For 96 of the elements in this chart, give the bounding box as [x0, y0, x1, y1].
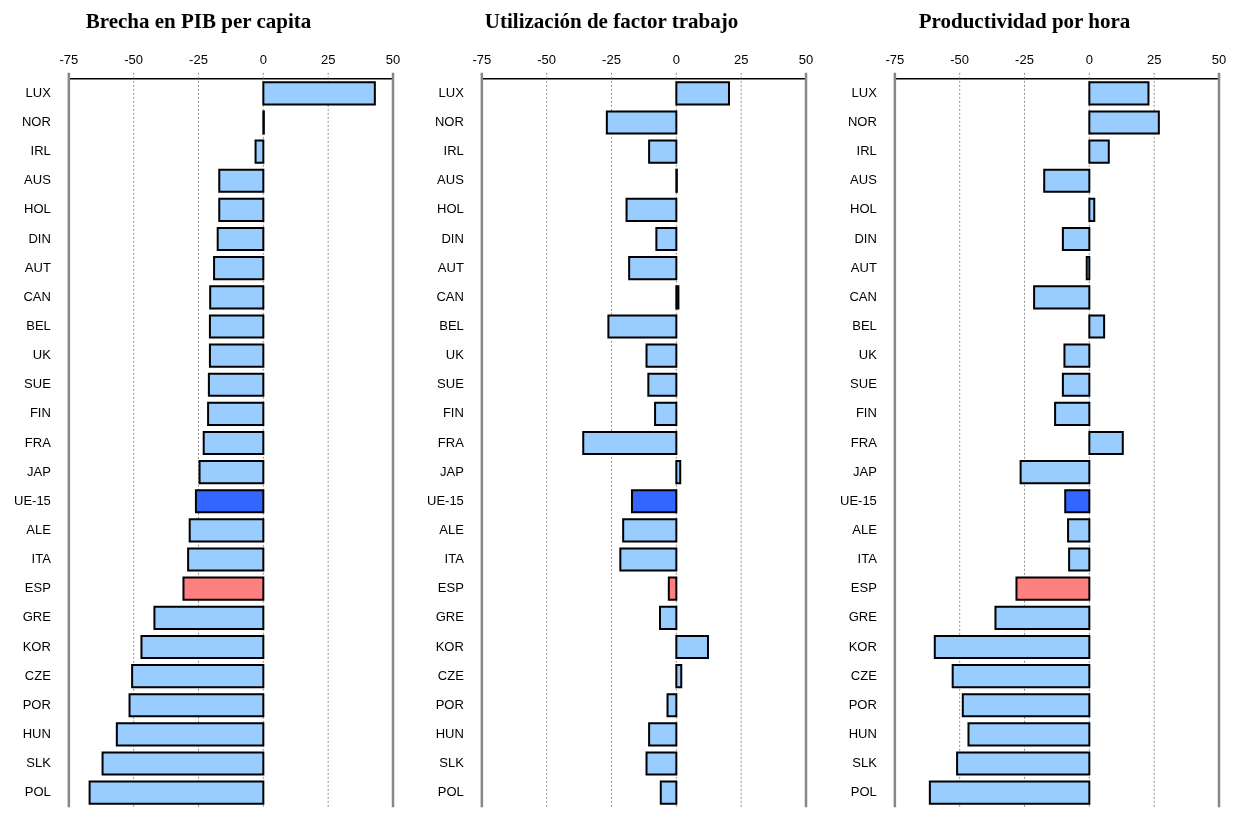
- x-tick-label: -25: [1015, 51, 1034, 67]
- y-tick-label: ALE: [439, 521, 465, 537]
- y-tick-label: FRA: [437, 434, 465, 450]
- y-tick-label: DIN: [854, 230, 877, 246]
- y-tick-label: SUE: [437, 376, 465, 392]
- x-tick-label: 0: [259, 51, 267, 67]
- x-tick-label: 25: [733, 51, 749, 67]
- y-tick-label: BEL: [26, 318, 51, 334]
- x-tick-label: -25: [189, 51, 208, 67]
- y-tick-label: GRE: [848, 609, 878, 625]
- y-tick-label: SLK: [26, 755, 52, 771]
- y-tick-label: CAN: [436, 288, 464, 304]
- y-tick-label: SLK: [852, 755, 878, 771]
- y-tick-label: CZE: [437, 667, 465, 683]
- y-tick-label: HUN: [22, 725, 51, 741]
- y-tick-label: NOR: [847, 114, 877, 130]
- y-tick-label: ESP: [850, 580, 877, 596]
- y-tick-label: LUX: [851, 84, 878, 100]
- y-tick-label: UE-15: [13, 492, 51, 508]
- y-tick-label: JAP: [27, 463, 51, 479]
- y-tick-label: FIN: [29, 405, 51, 421]
- y-tick-label: AUS: [850, 172, 878, 188]
- x-tick-label: -50: [124, 51, 144, 67]
- y-tick-label: LUX: [438, 84, 465, 100]
- y-tick-label: IRL: [30, 143, 51, 159]
- y-tick-label: POL: [24, 784, 51, 800]
- y-tick-label: POL: [850, 784, 877, 800]
- x-tick-label: 25: [1146, 51, 1162, 67]
- y-tick-label: BEL: [439, 318, 464, 334]
- y-tick-label: POR: [22, 696, 51, 712]
- y-tick-label: HUN: [848, 725, 877, 741]
- x-tick-label: -75: [885, 51, 905, 67]
- chart-title: Brecha en PIB per capita: [85, 9, 312, 34]
- y-tick-label: BEL: [852, 318, 877, 334]
- y-tick-label: UK: [445, 347, 465, 363]
- y-tick-label: POL: [437, 784, 464, 800]
- y-tick-label: GRE: [22, 609, 52, 625]
- x-tick-label: 50: [385, 51, 401, 67]
- y-tick-label: ESP: [24, 580, 51, 596]
- y-tick-label: HOL: [437, 201, 464, 217]
- chart-title: Productividad por hora: [918, 9, 1131, 34]
- y-tick-label: SUE: [24, 376, 52, 392]
- y-tick-label: ALE: [26, 521, 52, 537]
- y-tick-label: UK: [32, 347, 52, 363]
- y-tick-label: HOL: [850, 201, 877, 217]
- y-tick-label: DIN: [28, 230, 51, 246]
- y-tick-label: ITA: [31, 551, 52, 567]
- y-tick-label: UE-15: [839, 492, 877, 508]
- y-tick-label: ALE: [852, 521, 878, 537]
- y-tick-label: POR: [435, 696, 464, 712]
- y-tick-label: FRA: [24, 434, 52, 450]
- y-tick-label: KOR: [435, 638, 464, 654]
- y-tick-label: AUT: [437, 259, 464, 275]
- x-tick-label: -75: [472, 51, 492, 67]
- y-tick-label: CAN: [849, 288, 877, 304]
- y-tick-label: UE-15: [426, 492, 464, 508]
- y-tick-label: HUN: [435, 725, 464, 741]
- y-tick-label: FIN: [855, 405, 877, 421]
- y-tick-label: DIN: [441, 230, 464, 246]
- chart-title: Utilización de factor trabajo: [484, 9, 739, 34]
- x-tick-label: -50: [950, 51, 970, 67]
- y-tick-label: POR: [848, 696, 877, 712]
- y-tick-label: IRL: [443, 143, 464, 159]
- x-tick-label: 25: [320, 51, 336, 67]
- y-tick-label: ITA: [444, 551, 465, 567]
- y-tick-label: CAN: [23, 288, 51, 304]
- y-tick-label: KOR: [22, 638, 51, 654]
- y-tick-label: CZE: [24, 667, 52, 683]
- x-tick-label: 50: [798, 51, 814, 67]
- x-tick-label: 50: [1211, 51, 1227, 67]
- y-tick-label: AUS: [437, 172, 465, 188]
- x-tick-label: 0: [672, 51, 680, 67]
- y-tick-label: NOR: [434, 114, 464, 130]
- x-tick-label: -50: [537, 51, 557, 67]
- x-tick-label: -75: [59, 51, 79, 67]
- y-tick-label: IRL: [856, 143, 877, 159]
- y-tick-label: NOR: [21, 114, 51, 130]
- y-tick-label: JAP: [853, 463, 877, 479]
- y-tick-label: AUT: [24, 259, 51, 275]
- x-tick-label: -25: [602, 51, 621, 67]
- y-tick-label: AUS: [24, 172, 52, 188]
- y-tick-label: FIN: [442, 405, 464, 421]
- x-tick-label: 0: [1085, 51, 1093, 67]
- y-tick-label: SLK: [439, 755, 465, 771]
- y-tick-label: FRA: [850, 434, 878, 450]
- y-tick-label: UK: [858, 347, 878, 363]
- y-tick-label: AUT: [850, 259, 877, 275]
- y-tick-label: CZE: [850, 667, 878, 683]
- y-tick-label: LUX: [25, 84, 52, 100]
- y-tick-label: ITA: [857, 551, 878, 567]
- y-tick-label: ESP: [437, 580, 464, 596]
- y-tick-label: JAP: [440, 463, 464, 479]
- y-tick-label: SUE: [850, 376, 878, 392]
- y-tick-label: GRE: [435, 609, 465, 625]
- y-tick-label: KOR: [848, 638, 877, 654]
- y-tick-label: HOL: [24, 201, 51, 217]
